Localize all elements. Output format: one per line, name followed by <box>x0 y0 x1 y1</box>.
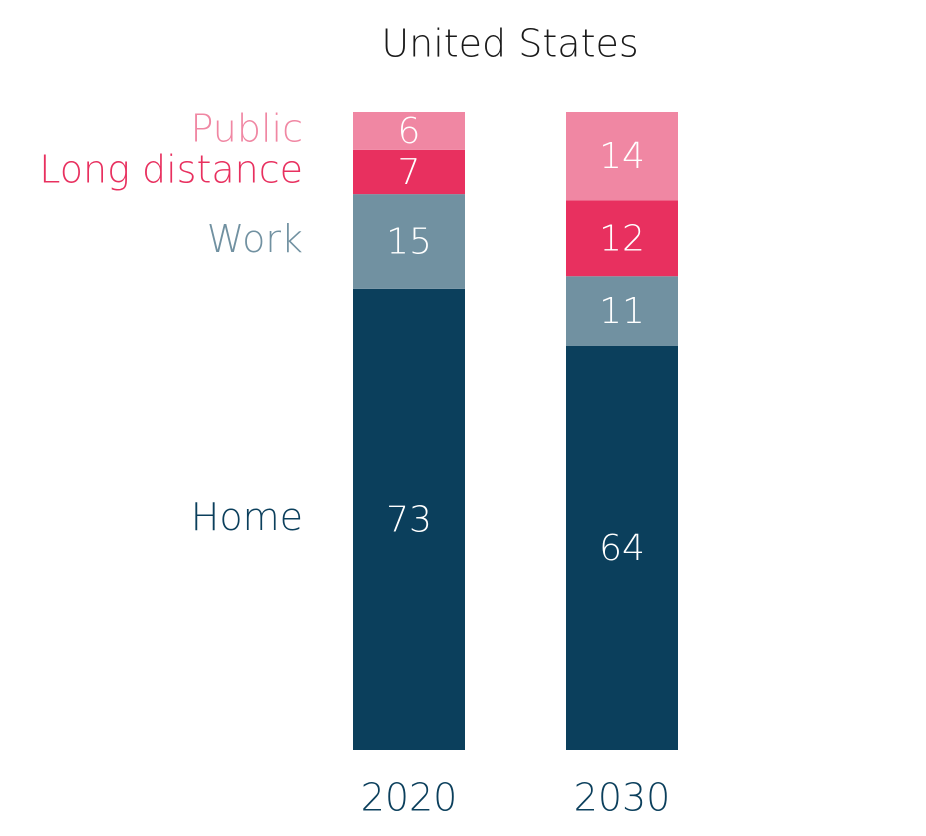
bar-segment <box>566 200 678 277</box>
bar-segment <box>566 276 678 346</box>
x-tick-label: 2020 <box>361 776 458 820</box>
bar-segment <box>353 194 465 289</box>
legend-label: Home <box>191 495 303 539</box>
bar-segment <box>353 288 465 750</box>
bar-segment <box>353 149 465 195</box>
value-label: 6 <box>398 111 421 152</box>
chart-title: United States <box>381 22 638 66</box>
value-label: 7 <box>398 152 421 193</box>
value-label: 14 <box>599 136 645 177</box>
value-label: 64 <box>599 528 645 569</box>
bar-segment <box>566 345 678 750</box>
value-label: 11 <box>599 291 645 332</box>
value-label: 15 <box>386 221 432 262</box>
legend-label: Work <box>207 217 303 261</box>
legend-label: Long distance <box>39 148 303 192</box>
x-tick-label: 2030 <box>574 776 671 820</box>
value-label: 73 <box>386 499 432 540</box>
bar-segment <box>566 112 678 201</box>
legend-label: Public <box>191 106 303 150</box>
value-label: 12 <box>599 218 645 259</box>
bar-segment <box>353 112 465 150</box>
